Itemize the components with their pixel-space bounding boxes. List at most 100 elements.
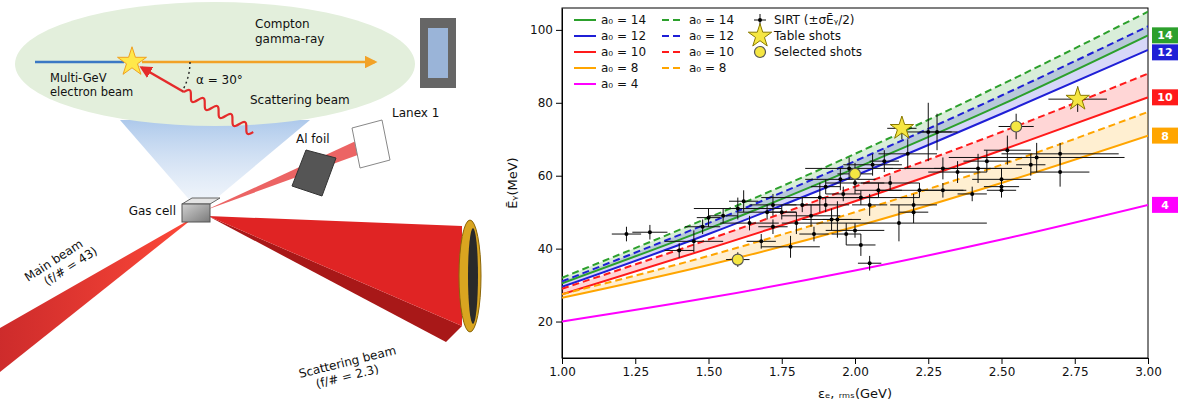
legend-entry: Table shots	[748, 24, 841, 46]
x-tick-mark	[782, 358, 783, 364]
legend-entry: SIRT (±σĒᵧ/2)	[754, 13, 855, 27]
curve	[562, 50, 1148, 287]
x-axis-title: εₑ, ᵣₘₛ(GeV)	[818, 386, 892, 401]
legend-swatch	[662, 35, 684, 37]
legend-label: Selected shots	[774, 45, 862, 59]
legend-entry: a₀ = 12	[574, 29, 646, 43]
point-marker	[970, 192, 974, 196]
legend-entry: a₀ = 12	[662, 29, 734, 43]
point-marker	[765, 210, 769, 214]
point-marker	[809, 214, 813, 218]
inset-label: Scattering beam	[250, 93, 350, 107]
lanex-screen	[352, 120, 390, 168]
circle-marker	[1011, 121, 1022, 132]
band	[562, 26, 1148, 287]
end-label: 12	[1157, 46, 1172, 59]
point-marker	[818, 196, 822, 200]
inset-label: gamma-ray	[255, 32, 324, 46]
legend: a₀ = 14a₀ = 12a₀ = 10a₀ = 8a₀ = 4a₀ = 14…	[574, 13, 862, 91]
x-tick: 1.50	[696, 358, 723, 379]
curve	[562, 74, 1148, 289]
angle-arc	[182, 62, 190, 91]
gas-cell	[182, 204, 210, 222]
collision-star	[118, 47, 147, 75]
point-marker	[701, 225, 705, 229]
x-tick: 1.75	[769, 358, 796, 379]
scattering-beam-wave	[184, 90, 253, 134]
point-marker	[853, 228, 857, 232]
label: Gas cell	[129, 204, 176, 218]
point-marker	[844, 232, 848, 236]
transmitted-beam	[206, 140, 366, 210]
y-tick-mark	[556, 103, 562, 104]
band	[562, 74, 1148, 295]
detector	[420, 18, 456, 88]
inset-label: Compton	[255, 17, 310, 31]
y-tick-label: 100	[530, 23, 553, 37]
point-marker	[789, 245, 793, 249]
plot-area	[562, 12, 1148, 322]
legend-label: a₀ = 8	[689, 61, 726, 75]
y-tick: 60	[538, 169, 562, 183]
point-marker	[1058, 152, 1062, 156]
end-label: 14	[1157, 29, 1173, 42]
x-tick-mark	[855, 358, 856, 364]
point-marker	[812, 232, 816, 236]
end-labels: 14121084	[1152, 27, 1178, 213]
point-marker	[926, 130, 930, 134]
legend-swatch	[574, 19, 596, 21]
point-marker	[859, 196, 863, 200]
y-tick: 20	[538, 315, 562, 329]
legend-swatch	[748, 24, 771, 46]
curve	[562, 12, 1148, 278]
inset-label: α = 30°	[196, 73, 243, 87]
point-marker	[985, 159, 989, 163]
x-tick-mark	[635, 358, 636, 364]
point-marker	[648, 230, 652, 234]
legend-swatch	[574, 35, 596, 37]
y-tick-mark	[556, 322, 562, 323]
end-label: 4	[1161, 199, 1169, 212]
x-tick-mark	[1075, 358, 1076, 364]
gamma-ray-arrow	[142, 61, 375, 64]
point-marker	[841, 192, 845, 196]
label: (f/# = 2.3)	[314, 362, 380, 391]
point-marker	[838, 177, 842, 181]
point-marker	[824, 203, 828, 207]
point-marker	[1000, 188, 1004, 192]
legend-label: Table shots	[773, 29, 841, 43]
y-tick: 40	[538, 242, 562, 256]
x-tick-label: 2.25	[915, 365, 942, 379]
point-marker	[917, 188, 921, 192]
legend-entry: a₀ = 10	[662, 45, 734, 59]
y-axis: 20406080100	[530, 9, 562, 359]
x-tick-label: 1.00	[549, 365, 576, 379]
x-tick-mark	[709, 358, 710, 364]
main-beam	[0, 216, 196, 372]
point-marker	[677, 248, 681, 252]
point-marker	[824, 185, 828, 189]
legend-swatch	[758, 18, 762, 22]
curve	[562, 205, 1148, 322]
point-marker	[1005, 148, 1009, 152]
legend-label: a₀ = 12	[689, 29, 734, 43]
scattering-beam-side	[208, 216, 462, 342]
legend-label: a₀ = 14	[689, 13, 734, 27]
point-marker	[830, 217, 834, 221]
point-marker	[800, 203, 804, 207]
mirror-back	[468, 228, 478, 324]
point-marker	[759, 239, 763, 243]
curve	[562, 112, 1148, 294]
band	[562, 12, 1148, 284]
label: (f/# = 43)	[41, 244, 99, 289]
legend-entry: a₀ = 14	[662, 13, 734, 27]
inset-label: electron beam	[50, 85, 133, 99]
point-marker	[721, 214, 725, 218]
main-beam-label: Main beam(f/# = 43)	[22, 232, 100, 296]
mirror	[459, 220, 481, 332]
y-tick-mark	[556, 249, 562, 250]
y-axis-title: Ēᵧ(MeV)	[505, 157, 520, 208]
y-tick-mark	[556, 176, 562, 177]
point-marker	[692, 239, 696, 243]
legend-swatch	[574, 83, 596, 85]
